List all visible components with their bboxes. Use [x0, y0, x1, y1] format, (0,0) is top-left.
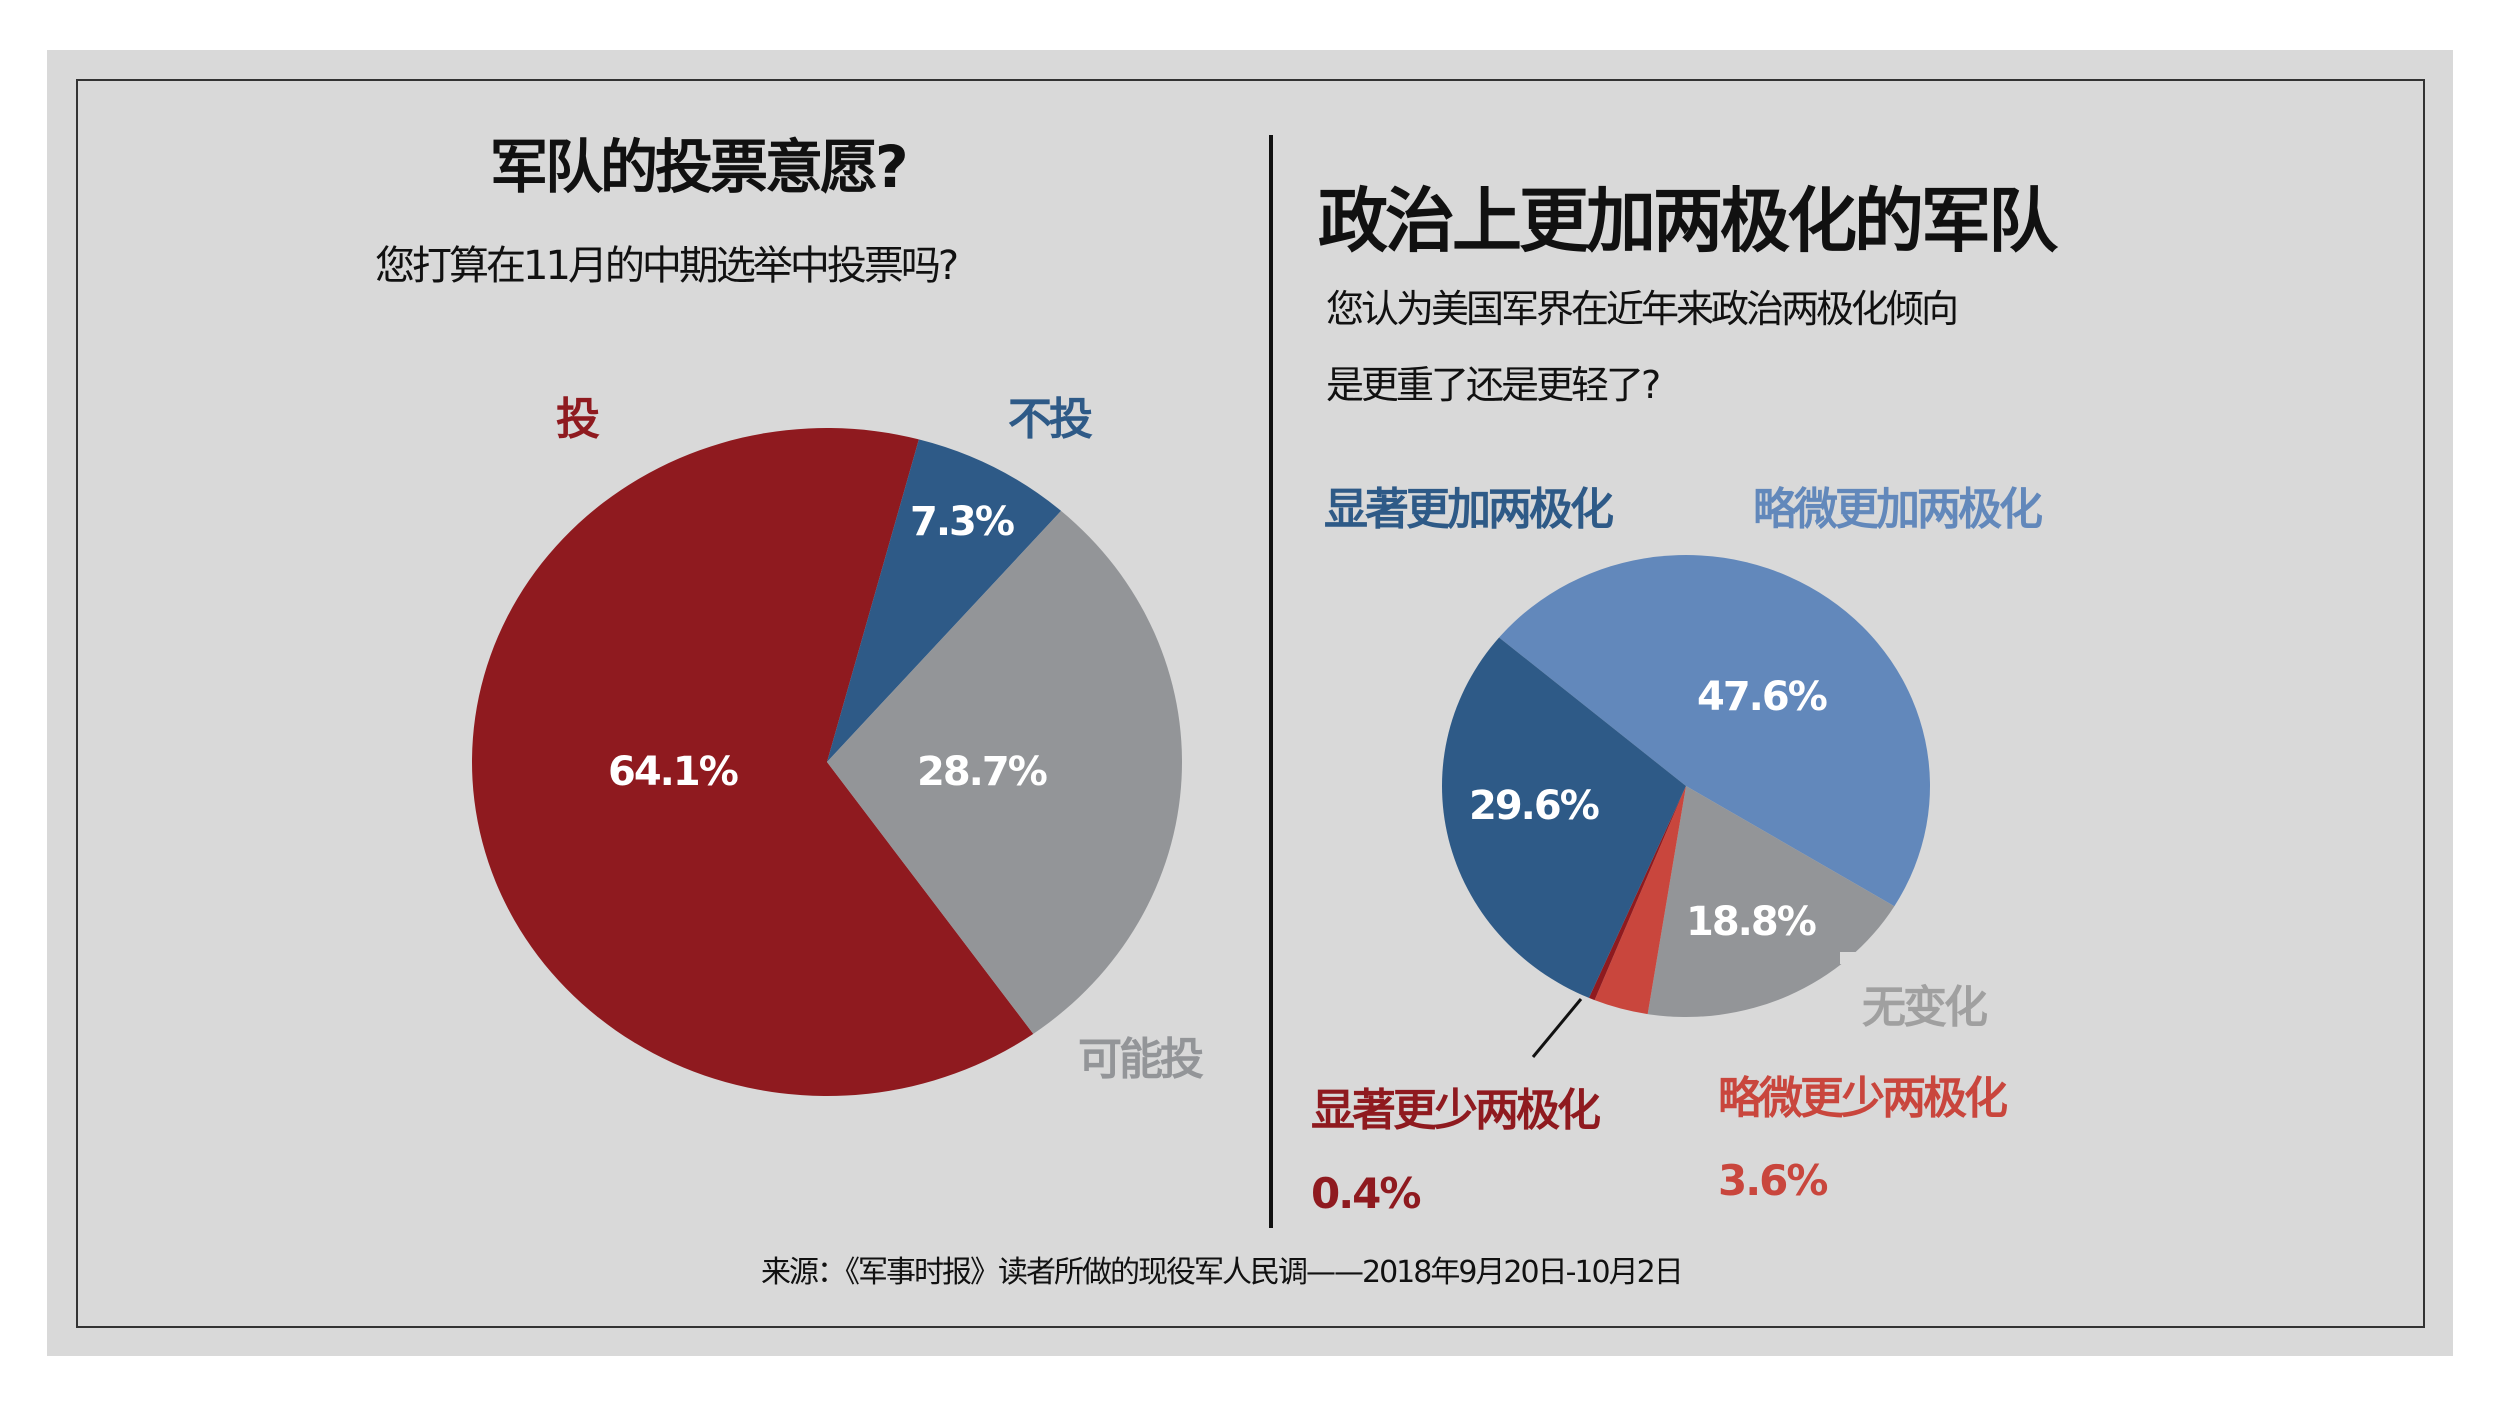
legend-label-not-vote: 不投 [1008, 394, 1093, 445]
pie-slice-much-more [1442, 637, 1686, 998]
left-pie [472, 428, 1182, 1096]
source-note: 来源：《军事时报》读者所做的现役军人民调——2018年9月20日-10月2日 [761, 1255, 1684, 1290]
panel-divider [1269, 135, 1273, 1228]
value-much-less: 0.4% [1311, 1169, 1421, 1218]
right-pie [1442, 555, 1930, 1017]
pie-slice-somewhat-less [1594, 786, 1686, 1015]
value-no-change: 18.8% [1686, 899, 1817, 945]
value-much-more: 29.6% [1469, 783, 1600, 829]
pie-slice-somewhat-more [1499, 555, 1930, 907]
right-chart-subtitle-line1: 您认为美国军界在近年来政治两极化倾向 [1326, 287, 1959, 331]
value-vote: 64.1% [608, 749, 739, 795]
legend-label-no-change: 无变化 [1862, 982, 1988, 1033]
legend-label-somewhat-more: 略微更加两极化 [1753, 484, 2043, 535]
value-not-vote: 7.3% [910, 499, 1015, 545]
pie-slice-maybe [827, 510, 1182, 1034]
legend-label-somewhat-less: 略微更少两极化 [1718, 1073, 2008, 1124]
legend-label-much-more: 显著更加两极化 [1324, 484, 1614, 535]
pie-slice-not-vote [827, 439, 1062, 762]
pie-slice-much-less [1588, 786, 1686, 1001]
legend-label-maybe: 可能投 [1078, 1034, 1204, 1085]
value-maybe: 28.7% [917, 749, 1048, 795]
slide-frame [76, 79, 2425, 1328]
legend-label-much-less: 显著更少两极化 [1311, 1085, 1601, 1136]
pie-slice-no-change [1647, 786, 1895, 1017]
legend-label-vote: 投 [556, 394, 600, 445]
right-chart-title: 政治上更加两极化的军队 [1318, 180, 2058, 262]
label-mask [1840, 952, 1866, 964]
leader-line-much-less [1531, 998, 1583, 1058]
left-chart-title: 军队的投票意愿? [490, 133, 909, 201]
right-chart-subtitle-line2: 是更重了还是更轻了? [1326, 363, 1661, 407]
pie-slice-vote [472, 428, 1034, 1096]
value-somewhat-more: 47.6% [1697, 674, 1828, 720]
left-chart-subtitle: 您打算在11月的中期选举中投票吗? [375, 243, 959, 289]
value-somewhat-less: 3.6% [1718, 1156, 1828, 1205]
